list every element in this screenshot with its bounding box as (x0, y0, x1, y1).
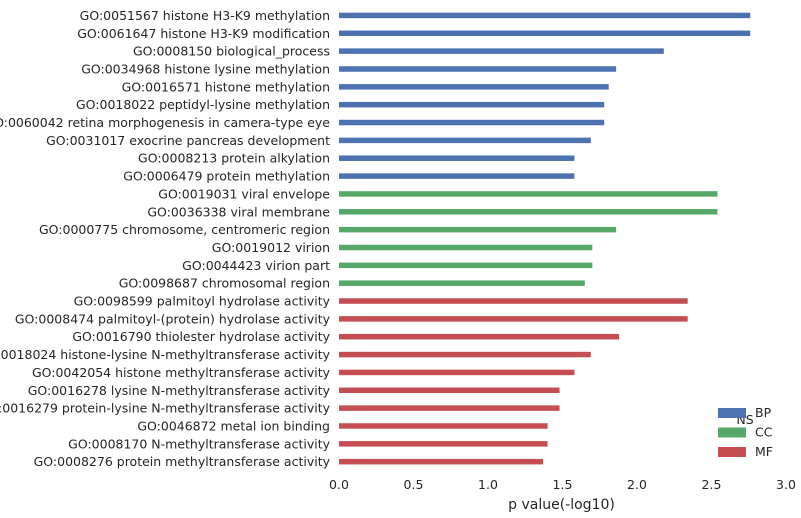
bar-bp (339, 137, 591, 144)
bar-bp (339, 30, 751, 37)
category-label: GO:0031017 exocrine pancreas development (46, 133, 330, 148)
bar-cc (339, 244, 593, 251)
bar-bp (339, 155, 575, 161)
bar-cc (339, 209, 718, 215)
category-label: GO:0042054 histone methyltransferase act… (32, 365, 331, 380)
x-tick-label: 3.0 (776, 477, 796, 492)
category-label: GO:0018022 peptidyl-lysine methylation (76, 97, 330, 112)
legend-swatch-bp (718, 408, 746, 418)
bar-mf (339, 441, 548, 447)
x-tick-label: 2.5 (702, 477, 722, 492)
category-label: GO:0016278 lysine N-methyltransferase ac… (28, 383, 331, 398)
x-tick-label: 1.5 (553, 477, 573, 492)
category-label: GO:0044423 virion part (182, 258, 330, 273)
category-label: GO:0051567 histone H3-K9 methylation (80, 8, 330, 23)
bar-mf (339, 369, 575, 376)
category-label: GO:0016571 histone methylation (122, 79, 330, 94)
category-label: GO:0008276 protein methyltransferase act… (34, 454, 331, 469)
category-label: GO:0034968 histone lysine methylation (81, 61, 330, 76)
category-label: GO:0006479 protein methylation (123, 169, 330, 184)
category-label: GO:0098687 chromosomal region (119, 276, 330, 291)
x-axis-ticks: 0.0 0.5 1.0 1.5 2.0 2.5 3.0 (329, 477, 796, 492)
category-label: GO:0019012 virion (212, 240, 330, 255)
bar-mf (339, 351, 591, 358)
category-label: GO:0008170 N-methyltransferase activity (68, 436, 330, 451)
bar-mf (339, 316, 688, 322)
category-label: GO:0061647 histone H3-K9 modification (77, 26, 330, 41)
bar-bp (339, 66, 617, 72)
category-label: GO:0016790 thiolester hydrolase activity (72, 329, 330, 344)
bar-cc (339, 280, 585, 286)
bar-cc (339, 262, 593, 269)
x-tick-label: 0.0 (329, 477, 349, 492)
category-label: GO:0019031 viral envelope (158, 186, 330, 201)
category-label: GO:0046872 metal ion binding (137, 418, 330, 433)
legend-label-bp: BP (755, 405, 772, 420)
category-label: GO:0008474 palmitoyl-(protein) hydrolase… (15, 311, 331, 326)
x-tick-label: 0.5 (404, 477, 424, 492)
bar-mf (339, 333, 620, 340)
bar-mf (339, 423, 548, 429)
category-label: GO:0098599 palmitoyl hydrolase activity (74, 294, 331, 309)
bar-bp (339, 119, 605, 126)
bar-mf (339, 387, 560, 394)
bar-bp (339, 173, 575, 179)
x-tick-label: 2.0 (627, 477, 647, 492)
legend-label-mf: MF (755, 444, 773, 459)
bar-bp (339, 101, 605, 108)
x-tick-label: 1.0 (478, 477, 498, 492)
bar-bp (339, 84, 609, 90)
category-label: GO:0000775 chromosome, centromeric regio… (39, 222, 330, 237)
bar-mf (339, 458, 544, 465)
category-label: GO:0018024 histone-lysine N-methyltransf… (0, 347, 331, 362)
category-label: GO:0008150 biological_process (133, 44, 330, 59)
bars-layer (339, 12, 751, 465)
category-label: GO:0016279 protein-lysine N-methyltransf… (0, 401, 331, 416)
category-label: GO:0060042 retina morphogenesis in camer… (0, 115, 330, 130)
bar-mf (339, 405, 560, 411)
bar-cc (339, 191, 718, 197)
bar-bp (339, 12, 751, 19)
category-label: GO:0008213 protein alkylation (138, 151, 330, 166)
bar-cc (339, 226, 617, 233)
bar-bp (339, 48, 664, 54)
legend-label-cc: CC (755, 425, 773, 440)
x-axis-title: p value(-log10) (508, 497, 615, 513)
category-label: GO:0036338 viral membrane (147, 204, 330, 219)
bar-mf (339, 298, 688, 304)
legend-swatch-mf (718, 447, 746, 457)
category-labels: GO:0051567 histone H3-K9 methylation GO:0… (0, 8, 331, 469)
legend-swatch-cc (718, 427, 746, 438)
